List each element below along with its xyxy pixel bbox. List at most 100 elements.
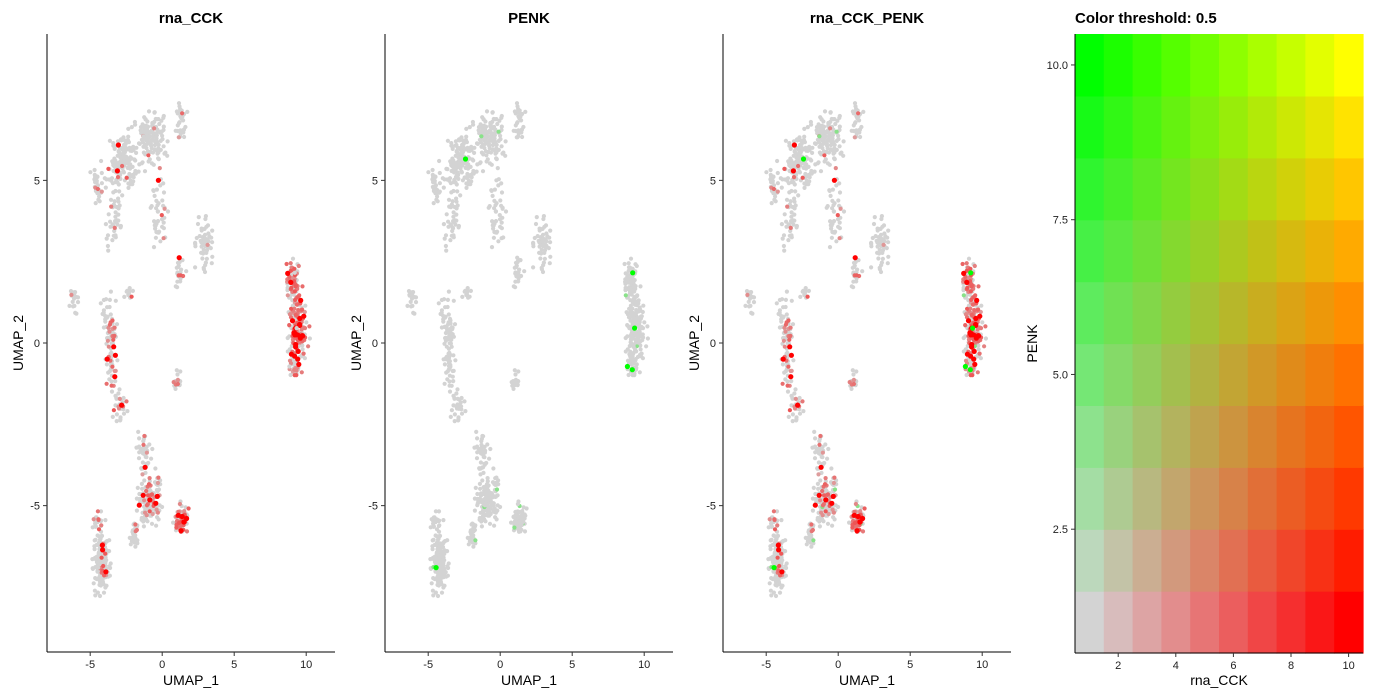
cell-point <box>146 482 152 487</box>
legend-cell <box>1305 219 1335 283</box>
cell-point <box>92 588 97 593</box>
cell-point <box>800 156 807 162</box>
cell-point <box>480 498 485 503</box>
cell-point <box>820 488 825 494</box>
cell-point <box>788 352 795 358</box>
cell-point <box>160 133 165 138</box>
cell-point <box>793 189 798 194</box>
cell-point <box>205 242 210 247</box>
legend-cell <box>1161 219 1191 283</box>
cell-point <box>831 510 837 515</box>
cell-point <box>965 306 970 311</box>
cell-point <box>465 171 470 177</box>
legend-cell <box>1219 343 1249 406</box>
cell-point <box>829 500 835 506</box>
cell-point <box>437 181 442 186</box>
cell-point <box>466 166 471 171</box>
cell-point <box>631 284 636 289</box>
cell-point <box>778 176 783 181</box>
cell-point <box>446 351 451 356</box>
cell-point <box>645 336 651 341</box>
cell-point <box>971 356 977 362</box>
cell-point <box>435 593 441 599</box>
x-tick-label: 6 <box>1230 660 1236 672</box>
cell-point <box>98 535 103 540</box>
cell-point <box>445 538 450 543</box>
cell-point <box>431 176 436 181</box>
cell-point <box>961 335 966 341</box>
cell-point <box>790 395 795 401</box>
cell-point <box>140 460 145 465</box>
cell-point <box>92 538 97 543</box>
cell-point <box>789 210 794 215</box>
cell-point <box>293 344 299 350</box>
cell-point <box>834 239 839 244</box>
cell-point <box>969 297 974 302</box>
cell-point <box>137 491 142 497</box>
y-tick-label: -5 <box>706 501 716 513</box>
cell-point <box>101 310 106 315</box>
cell-point <box>886 240 891 245</box>
cell-point <box>165 139 170 144</box>
cell-point <box>492 187 497 192</box>
cell-point <box>872 215 877 220</box>
cell-point <box>173 386 178 391</box>
cell-point <box>500 206 505 211</box>
cell-point <box>790 322 796 327</box>
cell-point <box>834 129 839 134</box>
legend-cell <box>1103 34 1134 97</box>
cell-point <box>111 344 117 350</box>
cell-point <box>433 186 438 192</box>
cell-point <box>818 433 823 439</box>
cell-point <box>500 215 505 220</box>
cell-point <box>543 242 548 247</box>
cell-point <box>791 358 796 363</box>
cell-point <box>631 312 636 317</box>
cell-point <box>442 362 447 367</box>
cell-point <box>128 166 133 171</box>
cell-point <box>635 316 640 321</box>
cell-point <box>449 190 454 195</box>
cell-point <box>771 565 777 571</box>
cell-point <box>542 250 547 255</box>
cell-point <box>627 285 632 290</box>
cell-point <box>538 256 543 261</box>
legend-cell <box>1219 405 1249 468</box>
cell-point <box>777 590 783 595</box>
cell-point <box>548 228 553 233</box>
cell-point <box>446 289 451 294</box>
cell-point <box>107 329 112 334</box>
cell-point <box>482 503 488 508</box>
cell-point <box>123 145 128 151</box>
cell-point <box>161 113 166 119</box>
y-tick-label: -5 <box>368 501 378 513</box>
cell-point <box>802 181 807 186</box>
cell-point <box>751 300 757 305</box>
cell-point <box>821 493 827 498</box>
cell-point <box>158 138 163 143</box>
cell-point <box>71 296 77 301</box>
cell-point <box>431 593 436 598</box>
cell-point <box>499 113 504 119</box>
legend-cell <box>1334 343 1364 406</box>
cell-point <box>140 472 145 477</box>
cell-point <box>150 511 155 517</box>
cell-point <box>75 300 81 305</box>
cell-point <box>116 182 121 187</box>
cell-point <box>820 450 826 455</box>
cell-point <box>155 209 160 214</box>
cell-point <box>827 245 833 250</box>
cell-point <box>792 182 797 187</box>
cell-point <box>144 455 149 460</box>
cell-point <box>479 524 484 529</box>
cell-point <box>105 233 111 238</box>
cell-point <box>186 506 191 511</box>
cell-point <box>125 156 130 162</box>
cell-point <box>964 279 970 285</box>
cell-point <box>144 503 150 508</box>
cell-point <box>104 315 110 320</box>
cell-point <box>161 144 166 149</box>
cell-point <box>634 308 639 313</box>
cell-point <box>511 386 516 391</box>
cell-point <box>531 265 536 270</box>
